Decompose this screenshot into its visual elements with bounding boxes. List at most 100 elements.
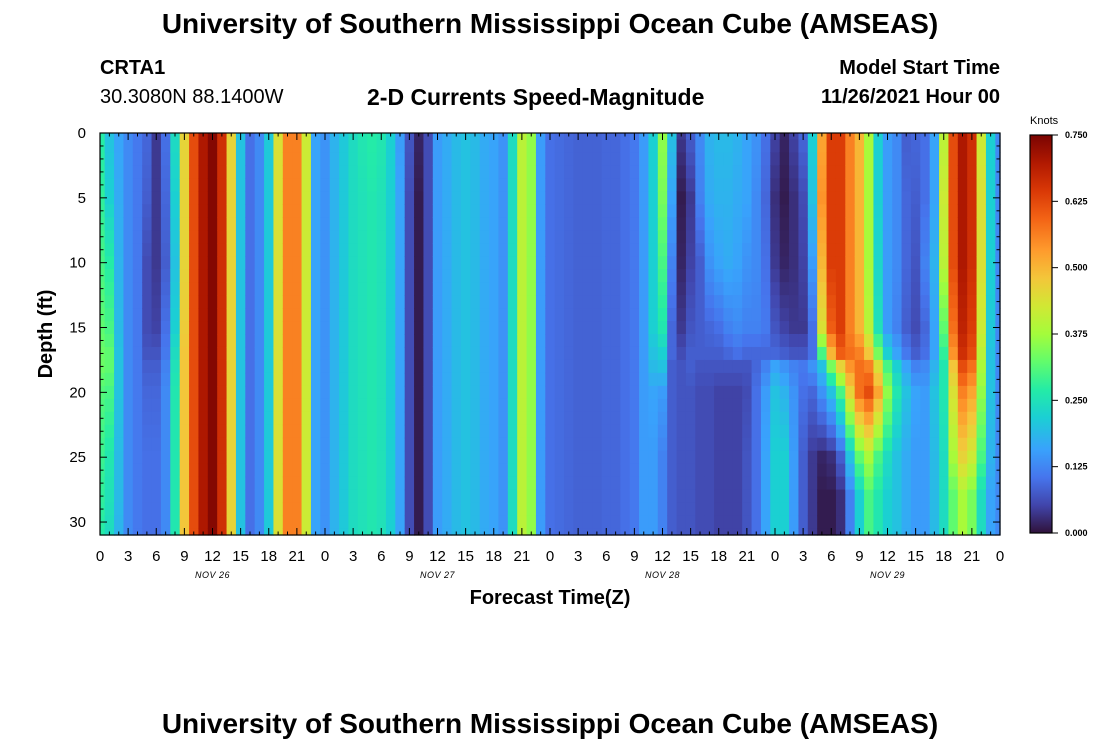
heatmap-cell	[629, 463, 640, 478]
heatmap-cell	[517, 372, 528, 387]
heatmap-cell	[179, 463, 190, 478]
heatmap-cell	[479, 152, 490, 167]
heatmap-cell	[573, 191, 584, 205]
heatmap-cell	[564, 346, 575, 361]
heatmap-cell	[967, 295, 978, 309]
heatmap-cell	[967, 411, 978, 426]
heatmap-cell	[582, 133, 593, 141]
heatmap-cell	[920, 437, 931, 452]
heatmap-cell	[854, 515, 865, 530]
heatmap-cell	[817, 424, 828, 439]
heatmap-cell	[329, 191, 340, 205]
heatmap-cell	[714, 463, 725, 478]
heatmap-cell	[760, 450, 771, 465]
heatmap-cell	[985, 282, 996, 296]
heatmap-cell	[517, 424, 528, 439]
heatmap-cell	[985, 359, 996, 374]
heatmap-cell	[564, 269, 575, 283]
heatmap-cell	[817, 230, 828, 244]
heatmap-cell	[226, 230, 237, 244]
heatmap-cell	[170, 217, 181, 231]
heatmap-cell	[301, 321, 312, 335]
heatmap-cell	[404, 489, 415, 504]
heatmap-cell	[432, 437, 443, 452]
heatmap-cell	[667, 178, 678, 192]
x-tick-label: 3	[574, 548, 582, 565]
heatmap-cell	[920, 359, 931, 374]
heatmap-cell	[732, 308, 743, 322]
heatmap-cell	[207, 489, 218, 504]
x-date-label: NOV 26	[195, 570, 230, 580]
heatmap-cell	[142, 385, 153, 400]
heatmap-cell	[395, 359, 406, 374]
heatmap-cell	[132, 152, 143, 167]
heatmap-cell	[526, 230, 537, 244]
heatmap-cell	[976, 346, 987, 361]
heatmap-cell	[789, 450, 800, 465]
heatmap-cell	[395, 463, 406, 478]
heatmap-cell	[807, 165, 818, 179]
heatmap-cell	[517, 489, 528, 504]
heatmap-cell	[254, 230, 265, 244]
y-tick-label: 10	[69, 255, 86, 272]
heatmap-cell	[948, 489, 959, 504]
heatmap-cell	[423, 385, 434, 400]
x-tick-label: 0	[546, 548, 554, 565]
heatmap-cell	[320, 346, 331, 361]
heatmap-cell	[339, 359, 350, 374]
heatmap-cell	[189, 502, 200, 517]
heatmap-cell	[189, 152, 200, 167]
heatmap-cell	[676, 256, 687, 270]
heatmap-cell	[929, 372, 940, 387]
heatmap-cell	[657, 217, 668, 231]
heatmap-cell	[929, 133, 940, 141]
heatmap-cell	[854, 295, 865, 309]
heatmap-cell	[667, 489, 678, 504]
heatmap-cell	[864, 321, 875, 335]
heatmap-cell	[273, 152, 284, 167]
heatmap-cell	[714, 398, 725, 413]
heatmap-cell	[582, 295, 593, 309]
heatmap-cell	[573, 398, 584, 413]
heatmap-cell	[395, 385, 406, 400]
heatmap-cell	[939, 346, 950, 361]
heatmap-cell	[395, 230, 406, 244]
heatmap-cell	[385, 139, 396, 154]
heatmap-cell	[460, 204, 471, 218]
heatmap-cell	[226, 463, 237, 478]
heatmap-cell	[292, 269, 303, 283]
heatmap-cell	[432, 398, 443, 413]
heatmap-cell	[714, 178, 725, 192]
heatmap-cell	[573, 334, 584, 348]
heatmap-cell	[648, 424, 659, 439]
heatmap-cell	[939, 178, 950, 192]
heatmap-cell	[601, 385, 612, 400]
heatmap-cell	[789, 243, 800, 257]
heatmap-cell	[301, 256, 312, 270]
heatmap-cell	[620, 282, 631, 296]
heatmap-cell	[385, 346, 396, 361]
heatmap-cell	[254, 178, 265, 192]
heatmap-cell	[939, 398, 950, 413]
heatmap-cell	[573, 437, 584, 452]
heatmap-cell	[104, 295, 115, 309]
heatmap-cell	[104, 450, 115, 465]
heatmap-cell	[714, 230, 725, 244]
heatmap-cell	[310, 191, 321, 205]
heatmap-cell	[976, 489, 987, 504]
heatmap-cell	[479, 230, 490, 244]
heatmap-cell	[892, 463, 903, 478]
heatmap-cell	[873, 372, 884, 387]
heatmap-cell	[807, 308, 818, 322]
heatmap-cell	[751, 476, 762, 491]
heatmap-cell	[985, 321, 996, 335]
heatmap-cell	[329, 411, 340, 426]
heatmap-cell	[835, 243, 846, 257]
heatmap-cell	[779, 230, 790, 244]
heatmap-cell	[310, 165, 321, 179]
heatmap-cell	[151, 230, 162, 244]
heatmap-cell	[226, 133, 237, 141]
heatmap-cell	[498, 308, 509, 322]
heatmap-cell	[676, 502, 687, 517]
heatmap-cell	[835, 424, 846, 439]
